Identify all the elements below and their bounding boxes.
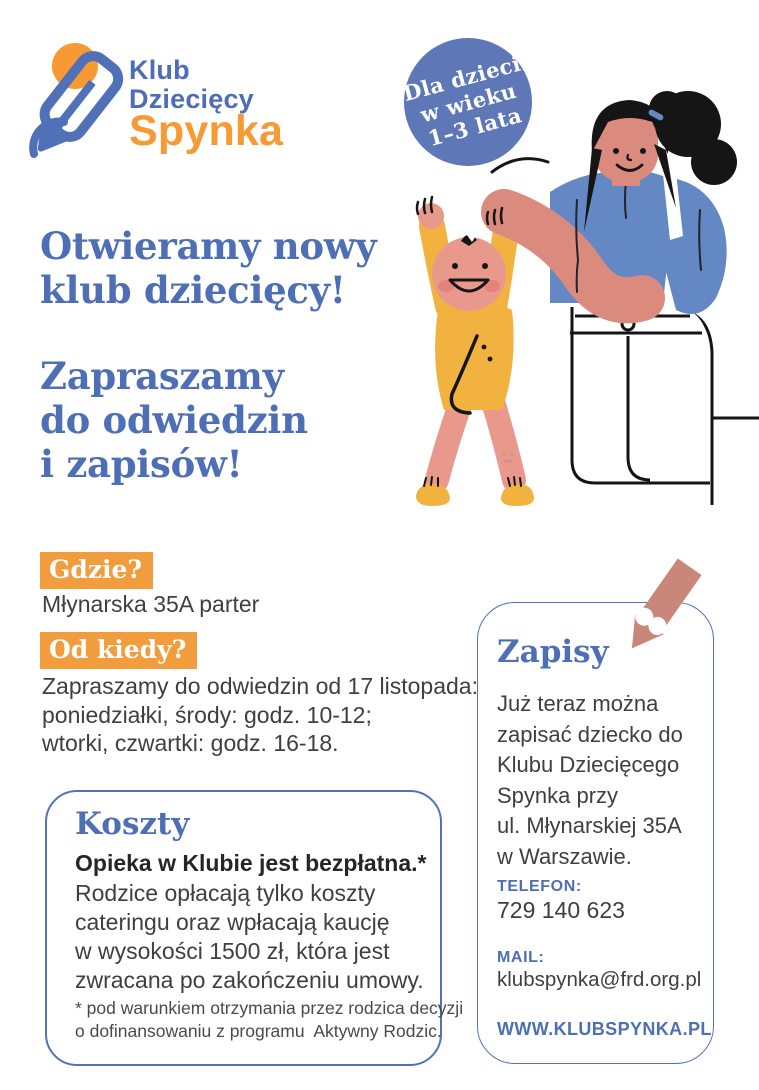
logo-word-dzieciecy: Dziecięcy bbox=[129, 84, 254, 114]
logo-word-klub: Klub bbox=[129, 55, 190, 85]
where-label: Gdzie? bbox=[40, 552, 154, 589]
headline-invitation: Zapraszamy do odwiedzin i zapisów! bbox=[40, 354, 308, 486]
signup-description: Już teraz można zapisać dziecko do Klubu… bbox=[497, 689, 683, 872]
costs-free-statement: Opieka w Klubie jest bezpłatna.* bbox=[75, 850, 427, 876]
costs-footnote-line2: o dofinansowaniu z programu Aktywny Rodz… bbox=[75, 1021, 442, 1041]
headline-new-club: Otwieramy nowy klub dziecięcy! bbox=[40, 224, 377, 312]
headline-invitation-line1: Zapraszamy bbox=[40, 354, 284, 398]
when-schedule-line2: poniedziałki, środy: godz. 10-12; bbox=[42, 701, 372, 728]
phone-number: 729 140 623 bbox=[497, 897, 625, 923]
costs-title: Koszty bbox=[75, 806, 190, 842]
signup-description-line6: w Warszawie. bbox=[497, 843, 632, 869]
signup-description-line5: ul. Młynarskiej 35A bbox=[497, 813, 682, 838]
logo-brand-spynka: Spynka bbox=[129, 107, 284, 155]
signup-box bbox=[477, 602, 714, 1064]
when-schedule-line3: wtorki, czwartki: godz. 16-18. bbox=[42, 730, 339, 756]
costs-description-line2: cateringu oraz wpłacają kaucję bbox=[75, 909, 390, 935]
costs-description-line3: w wysokości 1500 zł, która jest bbox=[75, 938, 390, 964]
headline-invitation-line3: i zapisów! bbox=[40, 442, 243, 486]
mail-label: MAIL: bbox=[497, 949, 545, 966]
costs-footnote-line1: * pod warunkiem otrzymania przez rodzica… bbox=[75, 998, 464, 1018]
signup-title: Zapisy bbox=[497, 634, 609, 670]
costs-box bbox=[45, 790, 442, 1066]
caregiver-toddler-illustration bbox=[380, 60, 759, 510]
where-address: Młynarska 35A parter bbox=[42, 591, 260, 617]
age-badge: Dla dzieci w wieku 1–3 lata bbox=[400, 38, 532, 166]
when-schedule: Zapraszamy do odwiedzin od 17 listopada:… bbox=[42, 672, 478, 758]
signup-description-line2: zapisać dziecko do bbox=[497, 721, 683, 747]
headline-new-club-line2: klub dziecięcy! bbox=[40, 268, 346, 312]
costs-footnote: * pod warunkiem otrzymania przez rodzica… bbox=[75, 997, 463, 1043]
headline-new-club-line1: Otwieramy nowy bbox=[40, 224, 377, 268]
signup-description-line4: Spynka przy bbox=[497, 782, 619, 808]
costs-description-line4: zwracana po zakończeniu umowy. bbox=[75, 967, 424, 993]
when-label: Od kiedy? bbox=[40, 632, 198, 669]
signup-description-line3: Klubu Dziecięcego bbox=[497, 752, 680, 777]
when-schedule-line1: Zapraszamy do odwiedzin od 17 listopada: bbox=[42, 673, 478, 699]
costs-description: Rodzice opłacają tylko koszty cateringu … bbox=[75, 879, 424, 995]
age-badge-text: Dla dzieci w wieku 1–3 lata bbox=[400, 50, 536, 154]
logo-pin-icon bbox=[26, 36, 138, 174]
mail-address: klubspynka@frd.org.pl bbox=[497, 968, 702, 991]
headline-invitation-line2: do odwiedzin bbox=[40, 398, 308, 442]
signup-description-line1: Już teraz można bbox=[497, 691, 659, 716]
phone-label: TELEFON: bbox=[497, 878, 582, 895]
costs-description-line1: Rodzice opłacają tylko koszty bbox=[75, 880, 376, 906]
website-url: WWW.KLUBSPYNKA.PL bbox=[497, 1019, 712, 1039]
logo-wordmark: Klub Dziecięcy Spynka bbox=[129, 55, 284, 155]
pencil-icon bbox=[606, 556, 710, 672]
